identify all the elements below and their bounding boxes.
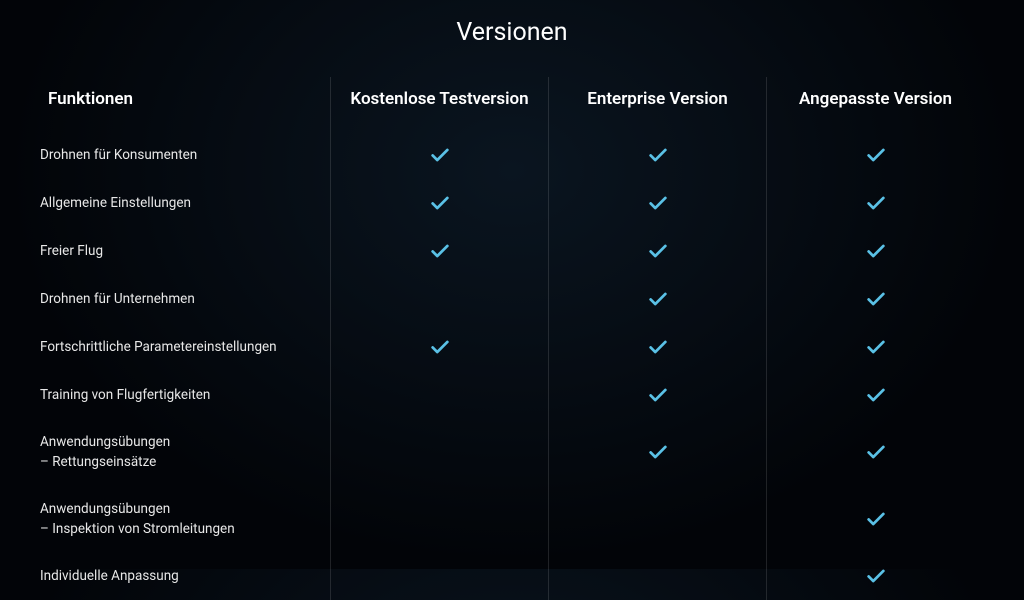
feature-label: Allgemeine Einstellungen — [40, 179, 330, 227]
check-icon — [865, 508, 887, 530]
check-icon — [865, 288, 887, 310]
feature-cell-custom — [766, 419, 984, 486]
feature-cell-enterprise — [548, 552, 766, 600]
feature-cell-trial — [330, 552, 548, 600]
page-title: Versionen — [40, 18, 984, 47]
feature-label: Anwendungsübungen – Inspektion von Strom… — [40, 486, 330, 553]
check-icon — [647, 240, 669, 262]
feature-cell-custom — [766, 227, 984, 275]
feature-cell-trial — [330, 131, 548, 179]
feature-cell-trial — [330, 275, 548, 323]
feature-cell-trial — [330, 486, 548, 553]
feature-label: Anwendungsübungen – Rettungseinsätze — [40, 419, 330, 486]
check-icon — [647, 384, 669, 406]
feature-cell-custom — [766, 371, 984, 419]
feature-cell-enterprise — [548, 179, 766, 227]
check-icon — [647, 144, 669, 166]
feature-cell-trial — [330, 419, 548, 486]
feature-cell-custom — [766, 275, 984, 323]
feature-cell-custom — [766, 486, 984, 553]
column-header-enterprise: Enterprise Version — [548, 77, 766, 131]
feature-cell-trial — [330, 323, 548, 371]
check-icon — [865, 565, 887, 587]
feature-label: Individuelle Anpassung — [40, 552, 330, 600]
check-icon — [865, 240, 887, 262]
feature-cell-enterprise — [548, 419, 766, 486]
versions-section: Versionen Funktionen Kostenlose Testvers… — [0, 0, 1024, 600]
feature-label: Freier Flug — [40, 227, 330, 275]
feature-cell-trial — [330, 371, 548, 419]
check-icon — [429, 144, 451, 166]
column-header-features: Funktionen — [40, 77, 330, 131]
check-icon — [647, 192, 669, 214]
feature-cell-enterprise — [548, 275, 766, 323]
check-icon — [647, 441, 669, 463]
feature-label: Fortschrittliche Parametereinstellungen — [40, 323, 330, 371]
check-icon — [647, 336, 669, 358]
feature-cell-enterprise — [548, 323, 766, 371]
feature-cell-custom — [766, 552, 984, 600]
check-icon — [865, 192, 887, 214]
feature-label: Drohnen für Konsumenten — [40, 131, 330, 179]
comparison-table: Funktionen Kostenlose Testversion Enterp… — [40, 77, 984, 600]
feature-label: Training von Flugfertigkeiten — [40, 371, 330, 419]
check-icon — [647, 288, 669, 310]
check-icon — [865, 336, 887, 358]
check-icon — [865, 144, 887, 166]
check-icon — [429, 336, 451, 358]
column-header-custom: Angepasste Version — [766, 77, 984, 131]
check-icon — [429, 240, 451, 262]
feature-cell-custom — [766, 323, 984, 371]
feature-cell-custom — [766, 179, 984, 227]
feature-cell-trial — [330, 227, 548, 275]
feature-cell-custom — [766, 131, 984, 179]
feature-cell-enterprise — [548, 371, 766, 419]
feature-cell-enterprise — [548, 486, 766, 553]
feature-label: Drohnen für Unternehmen — [40, 275, 330, 323]
feature-cell-enterprise — [548, 131, 766, 179]
check-icon — [865, 441, 887, 463]
feature-cell-enterprise — [548, 227, 766, 275]
feature-cell-trial — [330, 179, 548, 227]
column-header-trial: Kostenlose Testversion — [330, 77, 548, 131]
check-icon — [865, 384, 887, 406]
check-icon — [429, 192, 451, 214]
